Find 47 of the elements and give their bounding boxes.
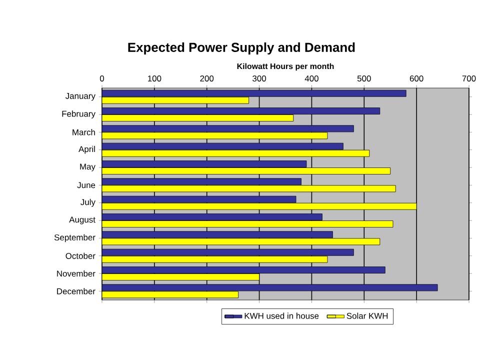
bar	[102, 248, 354, 256]
y-tick-label: October	[66, 252, 96, 259]
y-tick-label: March	[72, 129, 95, 136]
bar	[102, 114, 294, 122]
bar	[102, 202, 417, 210]
x-tick-label: 500	[357, 75, 371, 82]
bar	[102, 178, 302, 186]
y-tick-label: May	[80, 164, 96, 172]
y-tick-label: August	[69, 216, 96, 224]
bar	[102, 168, 391, 174]
bar	[102, 142, 344, 150]
bar	[102, 160, 307, 168]
bar	[102, 284, 438, 292]
x-tick-label: 400	[304, 75, 318, 82]
bar	[102, 291, 239, 298]
bar	[102, 125, 354, 132]
legend-label: KWH used in house	[244, 312, 319, 319]
bar	[102, 150, 370, 157]
bar	[102, 108, 380, 114]
bar	[102, 90, 406, 97]
x-tick-label: 0	[100, 75, 104, 82]
bar	[102, 96, 249, 104]
y-tick-label: December	[57, 288, 96, 294]
x-tick-label: 600	[410, 75, 424, 82]
legend-label: Solar KWH	[346, 312, 388, 319]
bar	[102, 132, 328, 140]
bar	[102, 214, 322, 220]
y-tick-label: January	[65, 93, 96, 101]
bar	[102, 185, 396, 192]
x-tick-label: 300	[252, 75, 266, 82]
x-tick-label: 100	[148, 75, 162, 82]
bar	[102, 274, 260, 280]
y-tick-label: November	[57, 270, 96, 277]
y-tick-label: April	[78, 146, 95, 154]
bar	[102, 238, 380, 246]
bar	[102, 231, 333, 238]
bar	[102, 266, 386, 274]
chart-title: Expected Power Supply and Demand	[128, 42, 355, 54]
bar	[102, 256, 328, 263]
y-tick-label: June	[77, 182, 96, 188]
y-tick-label: July	[80, 198, 96, 207]
x-tick-label: 700	[462, 75, 476, 82]
x-tick-label: 200	[200, 75, 214, 82]
bar	[102, 220, 394, 228]
bar	[102, 196, 296, 203]
y-tick-label: September	[54, 234, 96, 242]
y-tick-label: February	[62, 110, 96, 118]
